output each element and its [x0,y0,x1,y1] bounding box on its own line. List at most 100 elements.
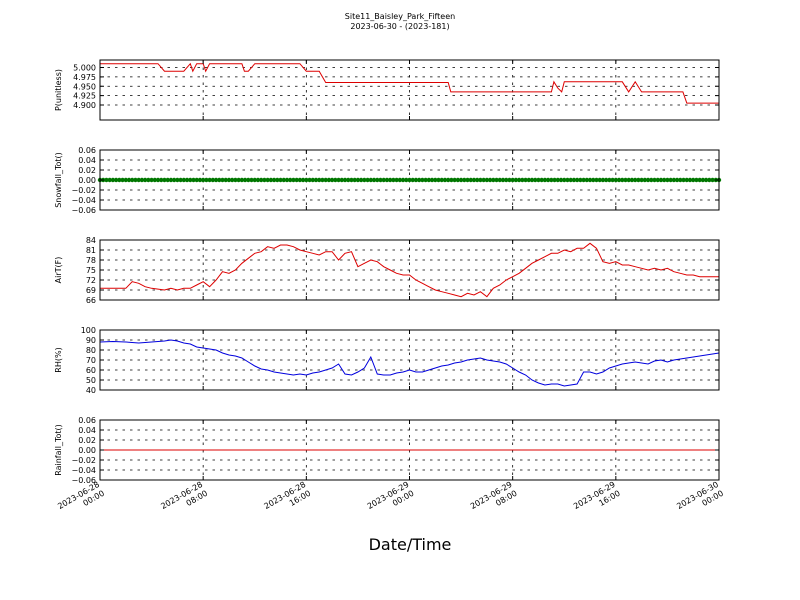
y-tick-label: 50 [86,376,96,385]
data-point [552,177,557,183]
data-point [371,177,377,183]
panel-5: 0.060.040.020.00−0.02−0.04−0.06 Rainfall_… [54,416,720,485]
y-tick-label: 72 [86,276,96,285]
data-point [375,177,380,183]
gridlines [100,329,719,391]
data-point [658,177,664,183]
data-point [471,177,477,183]
data-point [130,177,135,183]
data-point [226,177,232,183]
x-tick-label: 2023-06-2908:00 [469,480,519,520]
data-point [381,177,386,183]
data-point [500,177,506,183]
y-tick-label: 0.06 [78,146,96,155]
y-tick-label: 70 [86,356,96,365]
data-point [707,177,712,183]
data-point [162,177,167,183]
data-point [404,177,409,183]
data-point [171,177,177,183]
data-point [346,177,351,183]
data-point [384,177,390,183]
data-point [407,177,412,183]
data-point [491,177,496,183]
y-tick-label: 4.900 [73,101,96,110]
series-line [100,242,719,298]
data-point [378,177,383,183]
y-tick-label: −0.06 [71,206,96,215]
y-axis-label: RH(%) [54,347,63,372]
y-axis-label: P(unitless) [54,69,63,111]
data-point [516,177,522,183]
data-point [113,177,119,183]
data-point [242,177,248,183]
data-point [462,177,467,183]
data-point [542,177,548,183]
data-point [110,177,116,183]
data-point [636,177,641,183]
data-point [603,177,609,183]
data-point [529,177,535,183]
series-line [99,339,720,387]
data-point [626,177,631,183]
data-point [217,177,222,183]
data-point [539,177,544,183]
data-point [133,177,138,183]
series-line [100,62,719,104]
data-point [329,177,335,183]
data-point [510,177,515,183]
data-point [591,177,596,183]
data-point [284,177,290,183]
data-point [639,177,644,183]
data-point [600,177,606,183]
y-tick-label: 81 [86,246,96,255]
x-tick-label: 2023-06-2800:00 [56,480,106,520]
y-tick-label: −0.02 [71,186,96,195]
y-axis-label: AirT(F) [54,257,63,284]
data-point [368,177,374,183]
data-point [258,177,264,183]
data-point [526,177,531,183]
data-point [449,177,454,183]
data-point [352,177,357,183]
y-tick-label: −0.04 [71,466,96,475]
data-point [694,177,699,183]
data-point [307,177,312,183]
data-point [142,177,148,183]
data-point [426,177,432,183]
data-point [146,177,151,183]
data-point [300,177,306,183]
data-point [304,177,309,183]
data-point [313,177,319,183]
y-tick-label: 0.04 [78,426,96,435]
data-point [358,177,364,183]
data-point [697,177,702,183]
data-point [355,177,361,183]
y-tick-label: 84 [86,236,96,245]
y-tick-label: 0.02 [78,166,96,175]
data-point [584,177,590,183]
data-point [139,177,145,183]
data-point [558,177,564,183]
data-point [478,177,483,183]
data-point [362,177,367,183]
gridlines [100,60,719,120]
data-point [442,177,448,183]
data-point [387,177,393,183]
data-point [120,177,125,183]
data-point [365,177,370,183]
x-tick-label: 2023-06-2900:00 [366,480,416,520]
data-point [620,177,625,183]
data-point [207,177,212,183]
data-point [252,177,257,183]
data-point [494,177,499,183]
data-point [587,177,593,183]
data-point [665,177,670,183]
x-tick-label: 2023-06-2808:00 [159,480,209,520]
y-tick-label: 4.975 [73,73,96,82]
y-tick-label: 5.000 [73,64,96,73]
y-tick-label: 78 [86,256,96,265]
y-tick-label: 100 [81,326,96,335]
data-point [465,177,470,183]
